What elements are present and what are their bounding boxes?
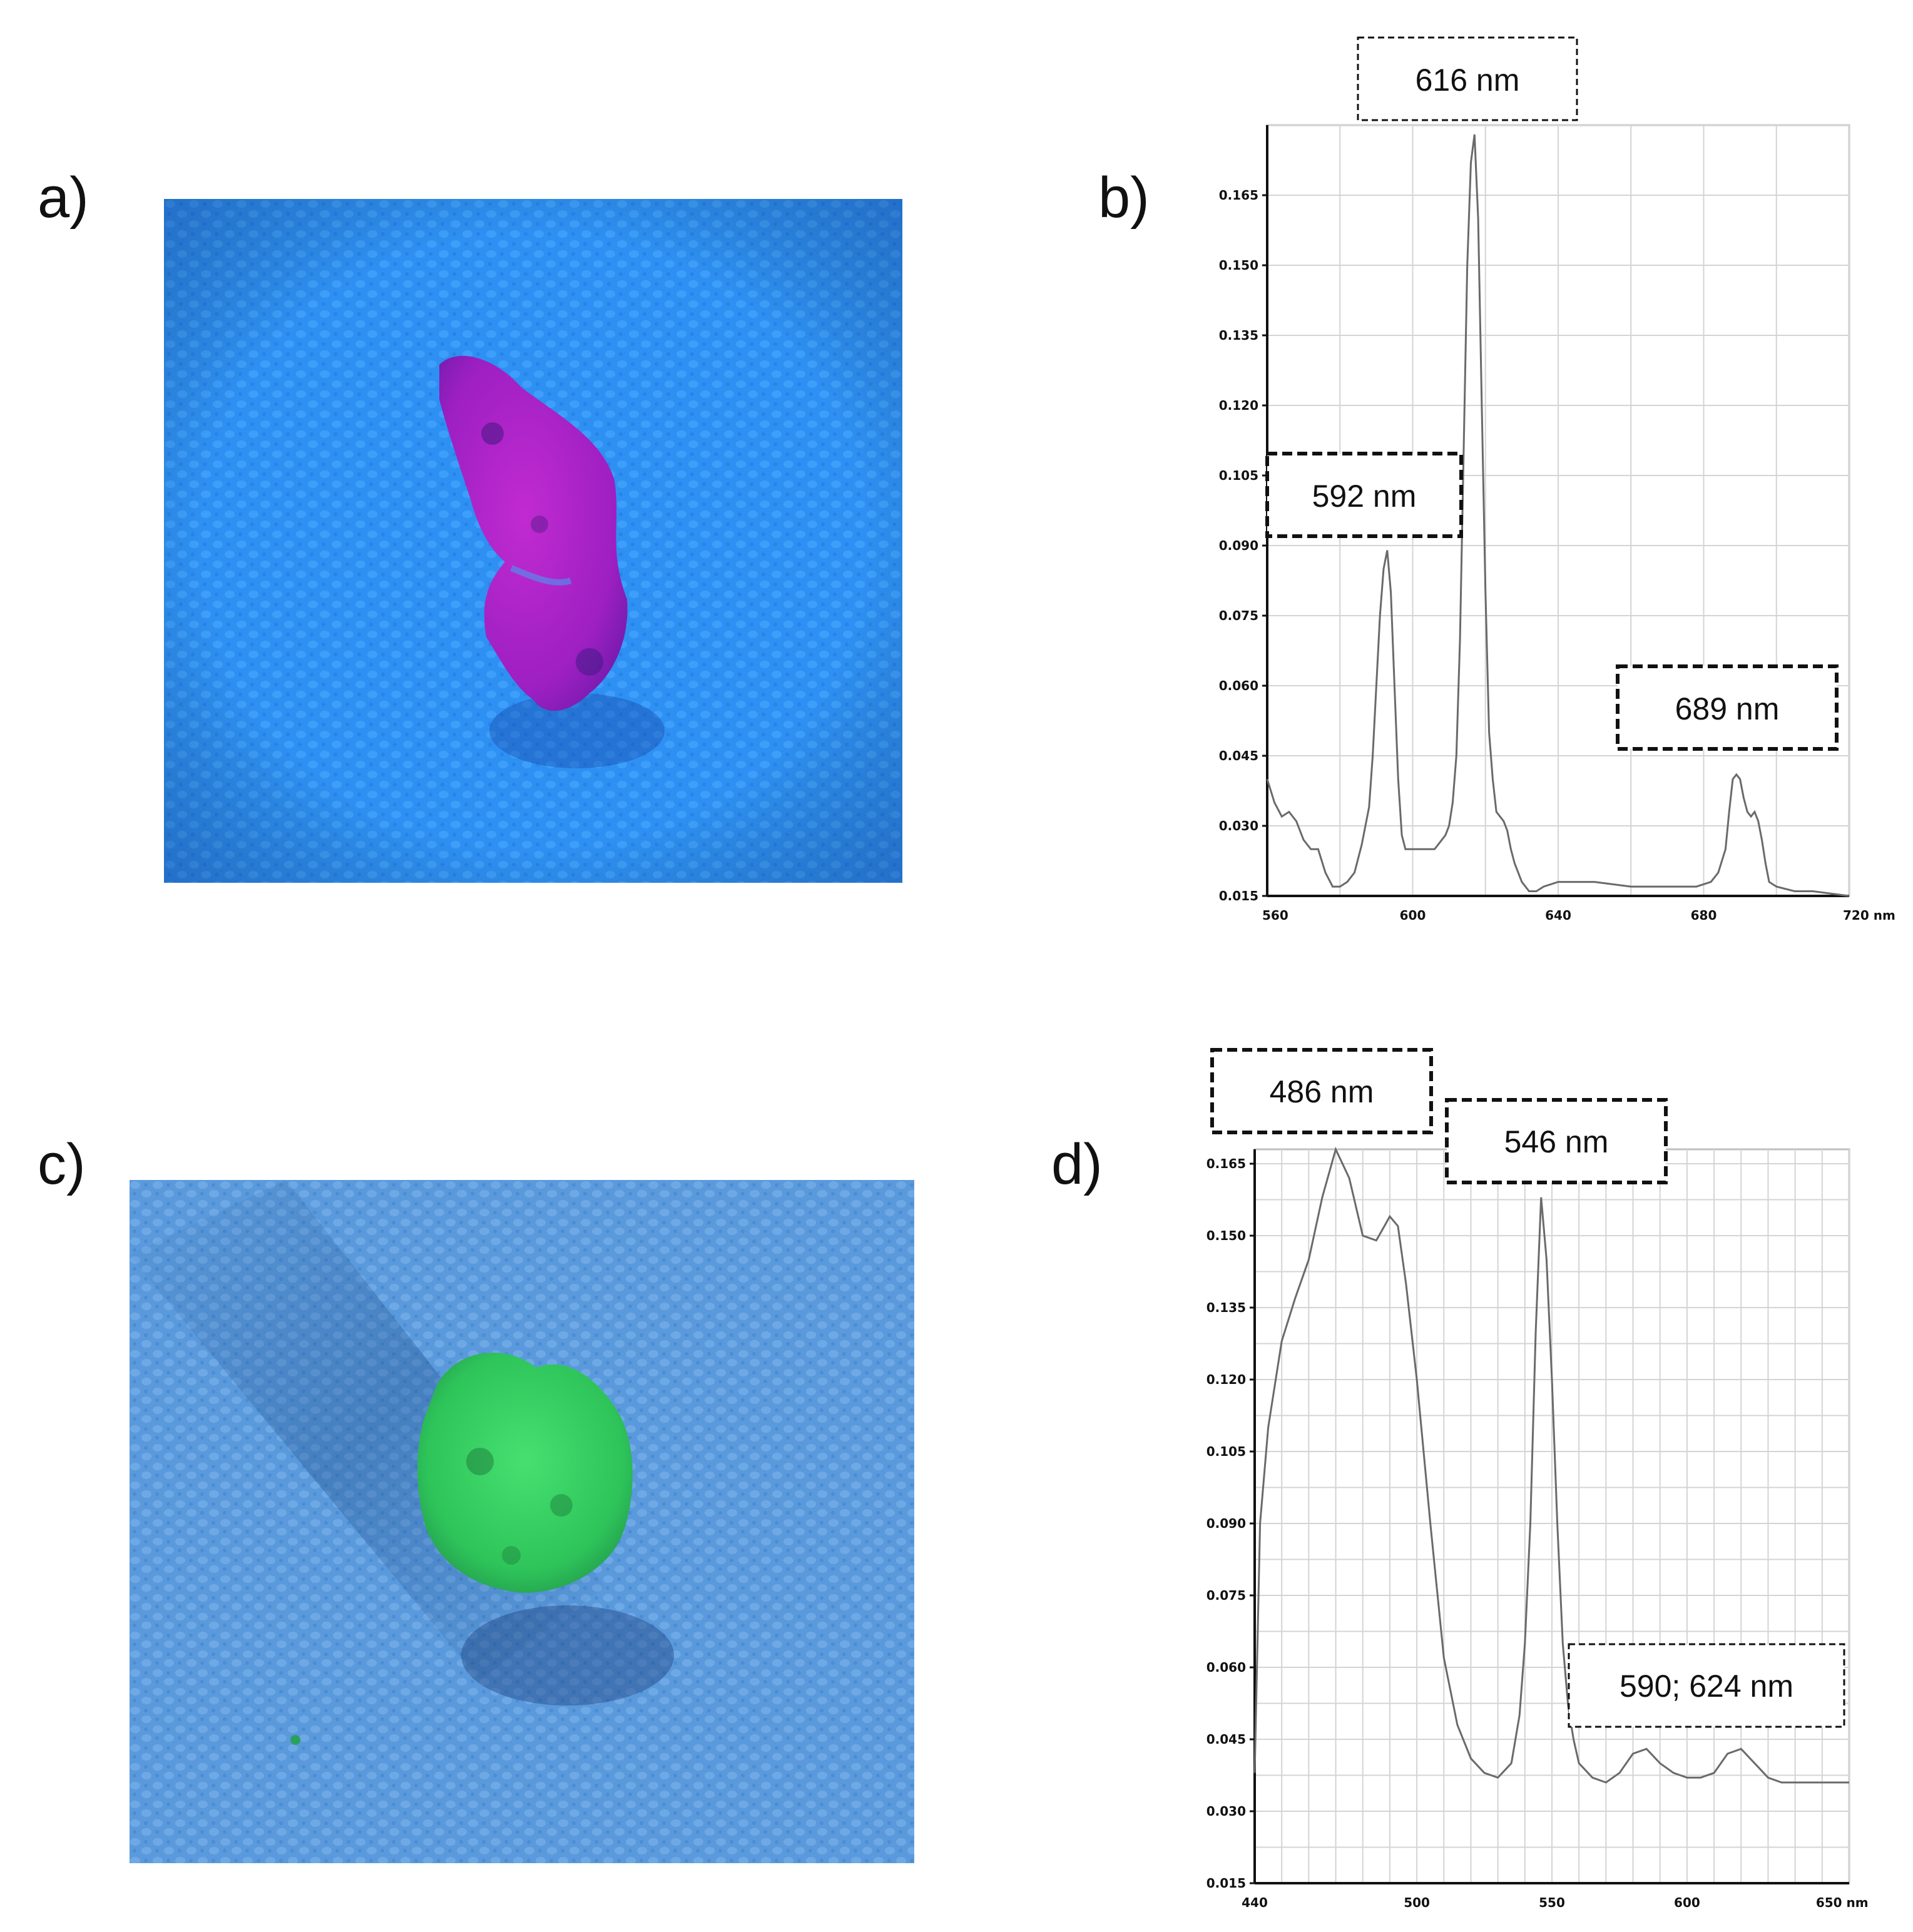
plot-area-d — [1253, 1148, 1850, 1884]
y-tick-label-b: 0.120 — [1219, 398, 1258, 413]
photo-purple-fragment — [164, 199, 902, 883]
x-tick-label-b: 560 — [1262, 908, 1288, 923]
y-tick-label-d: 0.045 — [1206, 1732, 1246, 1747]
panel-label-b: b) — [1098, 166, 1150, 230]
peak-label-d: 546 nm — [1504, 1124, 1609, 1159]
peak-label-d: 486 nm — [1270, 1074, 1374, 1109]
grid-d — [1253, 1148, 1850, 1884]
y-tick-label-b: 0.165 — [1219, 188, 1258, 203]
y-tick-label-d: 0.135 — [1206, 1300, 1246, 1315]
x-tick-label-d: 600 — [1674, 1895, 1700, 1910]
y-tick-label-b: 0.075 — [1219, 608, 1258, 623]
x-tick-label-d: 550 — [1539, 1895, 1565, 1910]
ticks-b: 0.015 0.030 0.045 0.060 0.075 0.090 0.105 0.120… — [1219, 188, 1895, 923]
y-tick-label-d: 0.090 — [1206, 1516, 1246, 1531]
y-tick-label-d: 0.015 — [1206, 1876, 1246, 1891]
panel-label-d: d) — [1051, 1132, 1103, 1196]
y-tick-label-b: 0.060 — [1219, 678, 1258, 693]
axes-d — [1253, 1149, 1849, 1884]
y-tick-label-b: 0.045 — [1219, 748, 1258, 763]
y-tick-label-b: 0.030 — [1219, 818, 1258, 833]
y-tick-label-d: 0.060 — [1206, 1660, 1246, 1675]
y-tick-label-d: 0.120 — [1206, 1372, 1246, 1387]
x-tick-label-d: 500 — [1404, 1895, 1430, 1910]
y-tick-label-b: 0.135 — [1219, 328, 1258, 343]
peak-label-b: 689 nm — [1675, 691, 1780, 726]
x-tick-label-d: 440 — [1242, 1895, 1268, 1910]
spectrum-line-b — [1266, 134, 1850, 897]
axes-b — [1266, 125, 1849, 897]
y-tick-label-d: 0.030 — [1206, 1804, 1246, 1819]
y-tick-label-b: 0.150 — [1219, 258, 1258, 273]
x-tick-label-b: 640 — [1545, 908, 1571, 923]
peak-callout-box-d — [1568, 1643, 1845, 1728]
peak-label-d: 590; 624 nm — [1620, 1669, 1793, 1704]
x-tick-label-b: 720 nm — [1843, 908, 1895, 923]
peak-label-b: 616 nm — [1416, 63, 1520, 98]
panel-label-a: a) — [38, 166, 89, 230]
peak-callout-box-b — [1616, 664, 1839, 751]
y-tick-label-b: 0.015 — [1219, 888, 1258, 903]
y-tick-label-b: 0.105 — [1219, 468, 1258, 483]
photo-green-fragment — [130, 1180, 914, 1863]
x-tick-label-b: 600 — [1400, 908, 1426, 923]
peak-label-b: 592 nm — [1312, 479, 1417, 514]
x-tick-label-b: 680 — [1691, 908, 1717, 923]
y-tick-label-b: 0.090 — [1219, 538, 1258, 553]
y-tick-label-d: 0.075 — [1206, 1588, 1246, 1603]
grid-b — [1266, 124, 1850, 897]
y-tick-label-d: 0.150 — [1206, 1228, 1246, 1243]
peak-callout-box-b — [1265, 452, 1463, 538]
spectrum-line-d — [1253, 1146, 1849, 1784]
plot-area-b — [1266, 124, 1850, 897]
y-tick-label-d: 0.165 — [1206, 1156, 1246, 1171]
peak-callout-box-d — [1445, 1098, 1668, 1184]
peak-callout-box-d — [1210, 1048, 1433, 1134]
callouts-b: 616 nm 592 nm 689 nm — [1265, 36, 1839, 751]
callouts-d: 486 nm 546 nm 590; 624 nm — [1210, 1048, 1845, 1728]
y-tick-label-d: 0.105 — [1206, 1444, 1246, 1459]
ticks-d: 0.015 0.030 0.045 0.060 0.075 0.090 0.105 0.120… — [1206, 1156, 1869, 1910]
peak-callout-box-b — [1357, 36, 1578, 121]
panel-label-c: c) — [38, 1132, 86, 1196]
x-tick-label-d: 650 nm — [1816, 1895, 1869, 1910]
